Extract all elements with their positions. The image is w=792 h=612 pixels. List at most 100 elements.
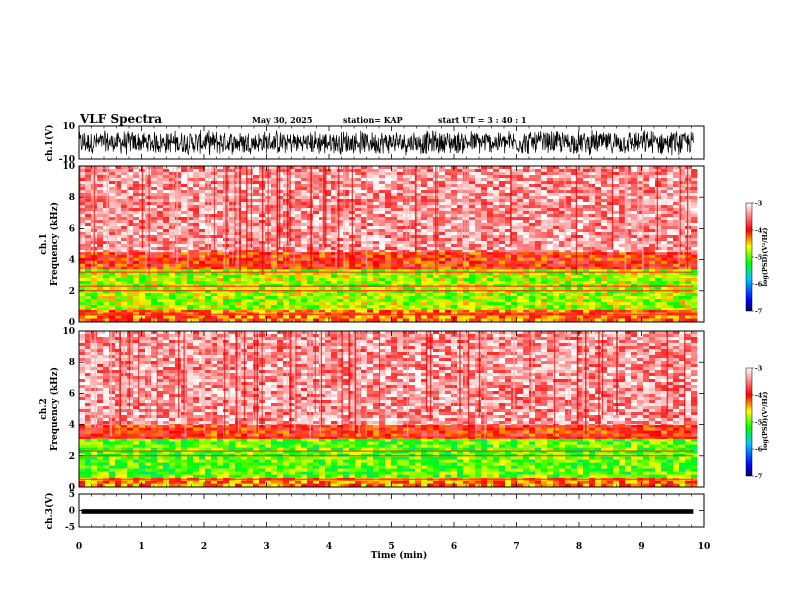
ch1-spectrogram-cell (469, 190, 476, 194)
ch1-spectrogram-cell (145, 299, 152, 303)
ch1-spectrogram-cell (445, 175, 452, 179)
ch1-spectrogram-cell (97, 266, 104, 270)
ch1-spectrogram-cell (619, 214, 626, 218)
ch1-spectrogram-cell (481, 199, 488, 203)
ch1-spectrogram-cell (265, 315, 272, 319)
ch1-spectrogram-cell (565, 226, 572, 230)
ch1-spectrogram-cell (577, 296, 584, 300)
ch1-spectrogram-cell (187, 257, 194, 262)
ch1-spectrogram-cell (355, 266, 362, 270)
ch1-spectrogram-cell (643, 299, 650, 303)
ch1-spectrogram-cell (583, 196, 590, 200)
ch1-spectrogram-cell (343, 175, 350, 179)
ch1-spectrogram-cell (181, 251, 188, 256)
ch1-spectrogram-cell (673, 211, 680, 215)
ch1-spectrogram-cell (637, 214, 644, 218)
ch1-spectrogram-cell (181, 296, 188, 300)
ch1-spectrogram-cell (517, 296, 524, 300)
ch1-spectrogram-cell (97, 272, 104, 276)
ch1-spectrogram-cell (427, 263, 434, 268)
ch1-spectrogram-cell (553, 166, 560, 170)
ch1-spectrogram-cell (487, 281, 494, 285)
ch1-spectrogram-cell (97, 263, 104, 268)
ch1-spectrogram-cell (643, 290, 650, 294)
ch1-spectrogram-cell (127, 208, 134, 212)
ch1-spectrogram-cell (313, 184, 320, 188)
ch1-spectrogram-cell (493, 257, 500, 262)
ch1-spectrogram-cell (307, 196, 314, 200)
ch1-spectrogram-cell (121, 278, 128, 282)
ch1-spectrogram-cell (151, 260, 158, 265)
ch1-spectrogram-cell (481, 290, 488, 294)
ch1-spectrogram-cell (427, 217, 434, 221)
ch1-spectrogram-cell (115, 229, 122, 233)
ch1-spectrogram-cell (631, 226, 638, 230)
ch1-spectrogram-cell (427, 226, 434, 230)
ch1-spectrogram-cell (379, 305, 386, 309)
ch1-spectrogram-cell (427, 272, 434, 276)
ch1-spectrogram-cell (577, 281, 584, 285)
ch1-spectrogram-cell (217, 305, 224, 309)
ch1-spectrogram-cell (391, 208, 398, 212)
ch1-spectrogram-cell (649, 229, 656, 233)
ch1-spectrogram-cell (127, 214, 134, 218)
ch1-spectrogram-cell (247, 175, 254, 179)
ch1-spectrogram-cell (253, 260, 260, 265)
ch1-spectrogram-cell (199, 254, 206, 259)
ch1-spectrogram-cell (313, 214, 320, 218)
ch1-spectrogram-cell (589, 205, 596, 209)
ch1-spectrogram-cell (637, 254, 644, 259)
ch1-spectrogram-cell (343, 272, 350, 276)
ch1-spectrogram-cell (379, 184, 386, 188)
ch1-spectrogram-cell (121, 181, 128, 185)
ch1-spectrogram-cell (319, 296, 326, 300)
ch1-spectrogram-cell (145, 226, 152, 230)
ch1-spectrogram-cell (529, 226, 536, 230)
ch1-spectrogram-cell (475, 293, 482, 297)
ch1-spectrogram-cell (511, 172, 518, 176)
ch1-spectrogram-cell (121, 296, 128, 300)
ch1-spectrogram-cell (337, 229, 344, 233)
ch1-spectrogram-cell (487, 172, 494, 176)
ch1-spectrogram-cell (631, 315, 638, 319)
ch1-spectrogram-cell (391, 193, 398, 197)
ch1-spectrogram-cell (583, 275, 590, 279)
ch1-spectrogram-cell (559, 217, 566, 221)
ch1-spectrogram-cell (181, 196, 188, 200)
ch1-spectrogram-cell (385, 309, 392, 313)
ch1-spectrogram-cell (547, 187, 554, 191)
ch1-spectrogram-cell (673, 263, 680, 268)
ch1-spectrogram-cell (187, 293, 194, 297)
ch1-spectrogram-cell (601, 296, 608, 300)
ch1-spectrogram-cell (457, 202, 464, 206)
ch1-spectrogram-cell (409, 199, 416, 203)
ch1-spectrogram-cell (109, 296, 116, 300)
ch1-spectrogram-cell (409, 263, 416, 268)
ch1-spectrogram-cell (373, 287, 380, 291)
ch1-spectrogram-cell (451, 196, 458, 200)
ch1-spectrogram-cell (631, 223, 638, 227)
ch1-spectrogram-cell (283, 272, 290, 276)
ch1-spectrogram-cell (403, 275, 410, 279)
ch1-spectrogram-cell (193, 181, 200, 185)
ch1-spectrogram-cell (373, 196, 380, 200)
ch1-spectrogram-cell (667, 169, 674, 173)
ch1-spectrogram-cell (385, 187, 392, 191)
ch1-spectrogram-cell (415, 269, 422, 273)
ch1-spectrogram-cell (217, 299, 224, 303)
ch1-spectrogram-cell (577, 275, 584, 279)
ch1-spectrogram-cell (109, 269, 116, 273)
ch1-spectrogram-cell (409, 223, 416, 227)
ch1-spectrogram-cell (667, 211, 674, 215)
ch1-spectrogram-cell (409, 211, 416, 215)
ch1-spectrogram-cell (253, 305, 260, 309)
ch1-spectrogram-cell (601, 196, 608, 200)
ch1-spectrogram-cell (361, 166, 368, 170)
ch1-spectrogram-cell (145, 223, 152, 227)
ch1-spectrogram-cell (589, 175, 596, 179)
ch1-spectrogram-cell (577, 190, 584, 194)
ch1-spectrogram-cell (625, 299, 632, 303)
ch1-spectrogram-cell (133, 232, 140, 236)
ch1-spectrogram-cell (529, 287, 536, 291)
ch1-spectrogram-cell (247, 202, 254, 206)
